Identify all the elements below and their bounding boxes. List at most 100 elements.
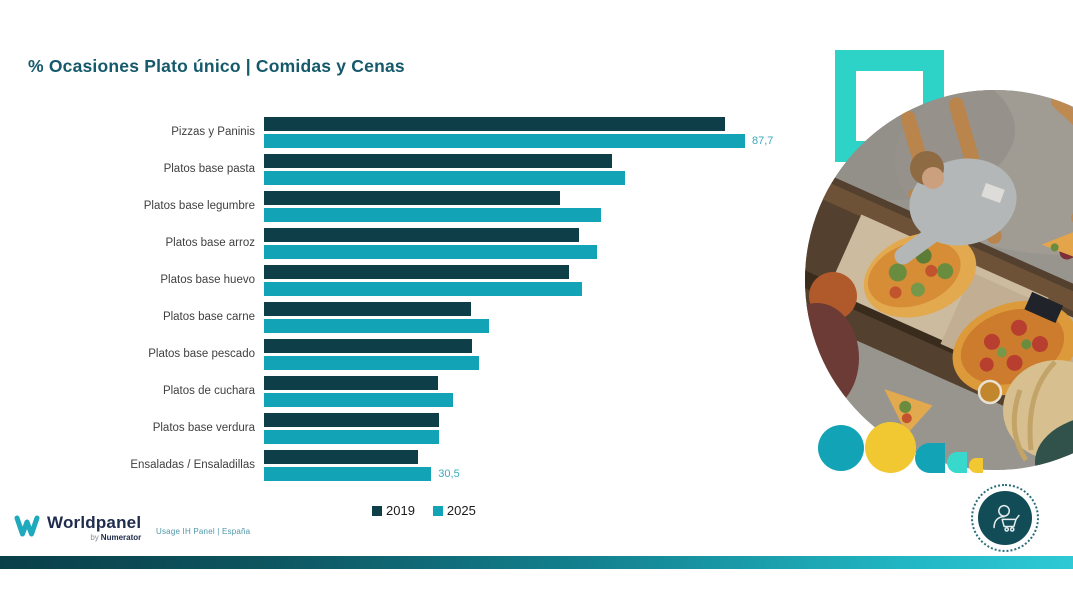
bar-2019 (264, 413, 439, 427)
bar-2019 (264, 228, 579, 242)
bar-2025 (264, 171, 625, 185)
bar-line (264, 208, 601, 222)
bar-line (264, 450, 460, 464)
bar-2019 (264, 154, 612, 168)
bar-2019 (264, 450, 419, 464)
chart-row: Platos base verdura (0, 413, 800, 444)
shopper-badge-circle (978, 491, 1032, 545)
chart-row: Platos base huevo (0, 265, 800, 296)
brand-subname: by Numerator (90, 533, 142, 542)
chart-row: Platos base pescado (0, 339, 800, 370)
worldpanel-wordmark: Worldpanel by Numerator (47, 514, 141, 542)
category-label: Pizzas y Paninis (171, 126, 255, 139)
photo-people-eating-pizza (805, 90, 1073, 470)
category-label: Platos base arroz (165, 237, 256, 250)
person-cart-icon (993, 504, 1020, 532)
bar-line (264, 339, 479, 353)
legend-swatch (372, 505, 382, 516)
chart-legend: 2019 2025 (372, 503, 476, 518)
chart-row: Platos base carne (0, 302, 800, 333)
source-note: Usage IH Panel | España (156, 527, 251, 536)
brand-name: Worldpanel (47, 513, 142, 532)
category-bars (264, 154, 625, 185)
bar-chart: Pizzas y Paninis 87,7 Platos base pasta Pla… (0, 117, 800, 487)
chart-row: Platos base arroz (0, 228, 800, 259)
bar-2019 (264, 302, 471, 316)
bar-line (264, 393, 454, 407)
category-bars (264, 339, 479, 370)
bar-line: 87,7 (264, 134, 773, 148)
category-bars: 30,5 (264, 450, 460, 481)
chart-row: Platos de cuchara (0, 376, 800, 407)
bar-line (264, 302, 489, 316)
decor-halfcircle-yellow (969, 458, 983, 473)
decor-circle-yellow (865, 422, 916, 473)
bar-line (264, 245, 597, 259)
category-label: Platos base pasta (163, 163, 255, 176)
bar-2025 (264, 393, 454, 407)
bar-2019 (264, 117, 726, 131)
bar-2025 (264, 430, 439, 444)
bar-line (264, 376, 453, 390)
bar-2025 (264, 319, 489, 333)
category-bars (264, 265, 583, 296)
bar-chart-rows: Pizzas y Paninis 87,7 Platos base pasta Pla… (0, 117, 800, 481)
bar-line (264, 171, 625, 185)
bar-2019 (264, 339, 472, 353)
category-label: Platos de cuchara (162, 385, 255, 398)
bar-line (264, 319, 489, 333)
category-label: Platos base legumbre (143, 200, 255, 213)
pizza-table-photo-illustration (805, 90, 1073, 470)
legend-label: 2019 (386, 503, 415, 518)
bar-line: 30,5 (264, 467, 460, 481)
category-bars (264, 302, 489, 333)
category-bars (264, 413, 439, 444)
bar-2025 (264, 282, 583, 296)
bottom-accent-bar (0, 556, 1073, 569)
bar-line (264, 191, 601, 205)
bar-line (264, 228, 597, 242)
legend-swatch (432, 505, 443, 516)
category-label: Platos base carne (162, 311, 255, 324)
chart-row: Platos base pasta (0, 154, 800, 185)
chart-title: % Ocasiones Plato único | Comidas y Cena… (28, 56, 405, 76)
shopper-badge (971, 484, 1039, 552)
chart-row: Ensaladas / Ensaladillas 30,5 (0, 450, 800, 481)
bar-line (264, 356, 479, 370)
chart-row: Pizzas y Paninis 87,7 (0, 117, 800, 148)
value-label: 87,7 (752, 135, 774, 147)
category-bars (264, 191, 601, 222)
bar-line (264, 413, 439, 427)
bar-2025 (264, 356, 479, 370)
category-bars: 87,7 (264, 117, 773, 148)
bar-2019 (264, 191, 561, 205)
value-label: 30,5 (438, 468, 460, 480)
category-label: Platos base huevo (160, 274, 255, 287)
category-label: Platos base verdura (152, 422, 255, 435)
legend-item-2025: 2025 (432, 503, 476, 518)
bar-line (264, 430, 439, 444)
bar-line (264, 282, 583, 296)
chart-row: Platos base legumbre (0, 191, 800, 222)
bar-2025 (264, 208, 601, 222)
bar-2019 (264, 265, 569, 279)
bar-line (264, 117, 773, 131)
worldpanel-w-icon (14, 515, 40, 537)
category-bars (264, 228, 597, 259)
decor-circle-teal (818, 425, 864, 471)
bar-line (264, 265, 582, 279)
bar-line (264, 154, 625, 168)
category-label: Ensaladas / Ensaladillas (130, 459, 255, 472)
legend-label: 2025 (446, 503, 476, 518)
bar-2025 (264, 245, 597, 259)
category-label: Platos base pescado (148, 348, 255, 361)
bar-2019 (264, 376, 438, 390)
decor-halfcircle-teal (915, 443, 945, 473)
decor-halfcircle-turquoise (947, 452, 967, 473)
worldpanel-logo: Worldpanel by Numerator (14, 514, 141, 542)
legend-item-2019: 2019 (372, 503, 415, 518)
bar-2025 (264, 134, 745, 148)
category-bars (264, 376, 454, 407)
bar-2025 (264, 467, 432, 481)
